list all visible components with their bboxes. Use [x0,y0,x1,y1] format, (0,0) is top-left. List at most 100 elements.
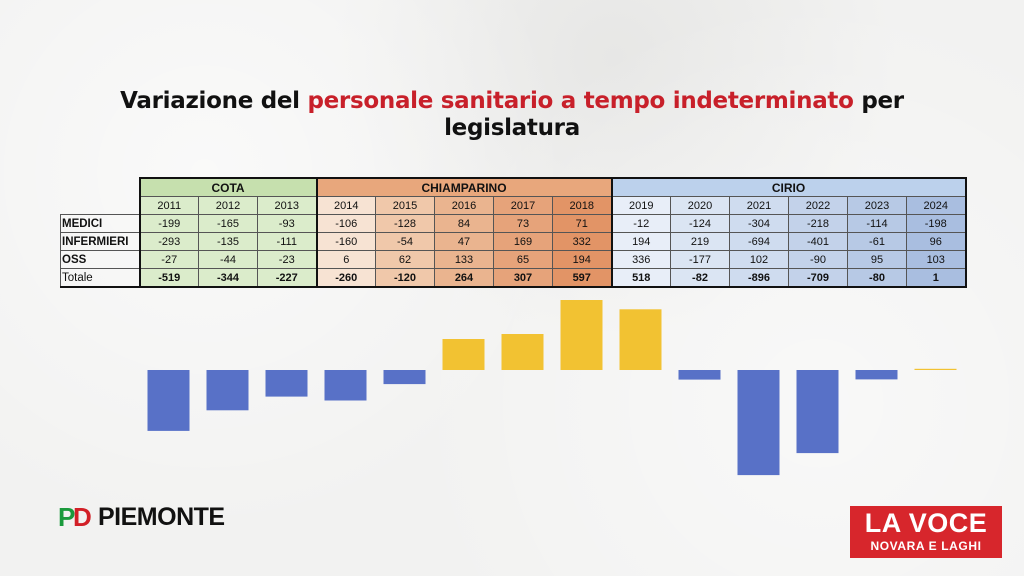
table-cell: 65 [493,250,553,269]
title-part2: per legislatura [444,88,904,141]
group-header-cota: COTA [138,177,317,197]
table-cell: -61 [847,232,907,251]
bar-2016 [442,339,485,370]
table-cell: -44 [198,250,258,269]
total-cell: 518 [610,268,671,288]
bar-2024 [914,368,957,370]
bar-2013 [265,370,308,397]
table-cell: 95 [847,250,907,269]
voce-line2: NOVARA E LAGHI [870,539,982,553]
year-cell: 2022 [788,196,848,215]
table-cell: 336 [610,250,671,269]
title-part1: Variazione del [120,88,308,114]
table-cell: -304 [729,214,789,233]
bar-2023 [855,370,898,380]
bar-chart [147,300,957,476]
bar-2015 [383,370,426,385]
table-cell: -199 [138,214,199,233]
bar-2012 [206,370,249,411]
table-cell: -160 [315,232,376,251]
page-title: Variazione del personale sanitario a tem… [100,88,924,142]
table-cell: 96 [906,232,967,251]
total-cell: -260 [315,268,376,288]
row-label: MEDICI [60,214,140,233]
table-cell: -177 [670,250,730,269]
table-cell: -23 [257,250,317,269]
bar-2020 [678,370,721,380]
bar-2021 [737,370,780,476]
table-cell: -12 [610,214,671,233]
total-cell: -896 [729,268,789,288]
table-cell: 103 [906,250,967,269]
table-cell: -198 [906,214,967,233]
table-cell: 73 [493,214,553,233]
table-cell: -111 [257,232,317,251]
year-cell: 2015 [375,196,435,215]
table-corner [61,197,140,215]
table-cell: 102 [729,250,789,269]
pd-logo-text: PIEMONTE [98,502,225,531]
table-row: INFERMIERI -293 -135 -111 -160 -54 47 169 332 194… [60,232,967,251]
total-label: Totale [60,268,140,288]
total-cell: -120 [375,268,435,288]
group-header-row: COTA CHIAMPARINO CIRIO [61,177,967,197]
year-cell: 2014 [315,196,376,215]
row-label: OSS [60,250,140,269]
table-row: OSS -27 -44 -23 6 62 133 65 194 336 -177 102 -90 95 10… [60,250,967,269]
total-row: Totale -519 -344 -227 -260 -120 264 307 597 518 -8… [60,268,967,288]
year-cell: 2012 [198,196,258,215]
year-cell: 2011 [138,196,199,215]
group-header-cirio: CIRIO [610,177,967,197]
pd-icon: P D [58,504,96,530]
table-cell: 169 [493,232,553,251]
year-cell: 2019 [610,196,671,215]
title-highlight: personale sanitario a tempo indeterminat… [307,88,854,114]
table-cell: 194 [610,232,671,251]
la-voce-logo: LA VOCE NOVARA E LAGHI [850,506,1002,558]
table-cell: -694 [729,232,789,251]
table-cell: 84 [434,214,494,233]
table-row: MEDICI -199 -165 -93 -106 -128 84 73 71 -12 -124 -3… [60,214,967,233]
total-cell: 307 [493,268,553,288]
table-cell: 194 [552,250,612,269]
table-cell: -165 [198,214,258,233]
bar-2018 [560,300,603,370]
pd-logo-p: P [58,502,76,532]
year-cell: 2020 [670,196,730,215]
year-cell: 2021 [729,196,789,215]
bar-2017 [501,334,544,370]
total-cell: -344 [198,268,258,288]
table-cell: -27 [138,250,199,269]
pd-logo-d: D [73,502,92,532]
table-cell: -54 [375,232,435,251]
table-cell: -128 [375,214,435,233]
table-cell: 47 [434,232,494,251]
total-cell: 1 [906,268,967,288]
table-cell: -93 [257,214,317,233]
data-table: COTA CHIAMPARINO CIRIO 2011 2012 2013 2014 2015… [60,177,967,288]
year-cell: 2023 [847,196,907,215]
year-row: 2011 2012 2013 2014 2015 2016 2017 2018 2019 2020… [61,196,967,215]
table-cell: 62 [375,250,435,269]
table-cell: -401 [788,232,848,251]
bar-2014 [324,370,367,401]
bar-2022 [796,370,839,454]
total-cell: -80 [847,268,907,288]
table-corner [61,178,140,197]
total-cell: -519 [138,268,199,288]
table-cell: -106 [315,214,376,233]
table-cell: -135 [198,232,258,251]
table-cell: -293 [138,232,199,251]
table-cell: -124 [670,214,730,233]
total-cell: -82 [670,268,730,288]
group-header-chiamparino: CHIAMPARINO [315,177,612,197]
year-cell: 2018 [552,196,612,215]
table-cell: 332 [552,232,612,251]
total-cell: -227 [257,268,317,288]
table-cell: 71 [552,214,612,233]
voce-line1: LA VOCE [864,508,988,538]
total-cell: 264 [434,268,494,288]
table-cell: -218 [788,214,848,233]
total-cell: 597 [552,268,612,288]
